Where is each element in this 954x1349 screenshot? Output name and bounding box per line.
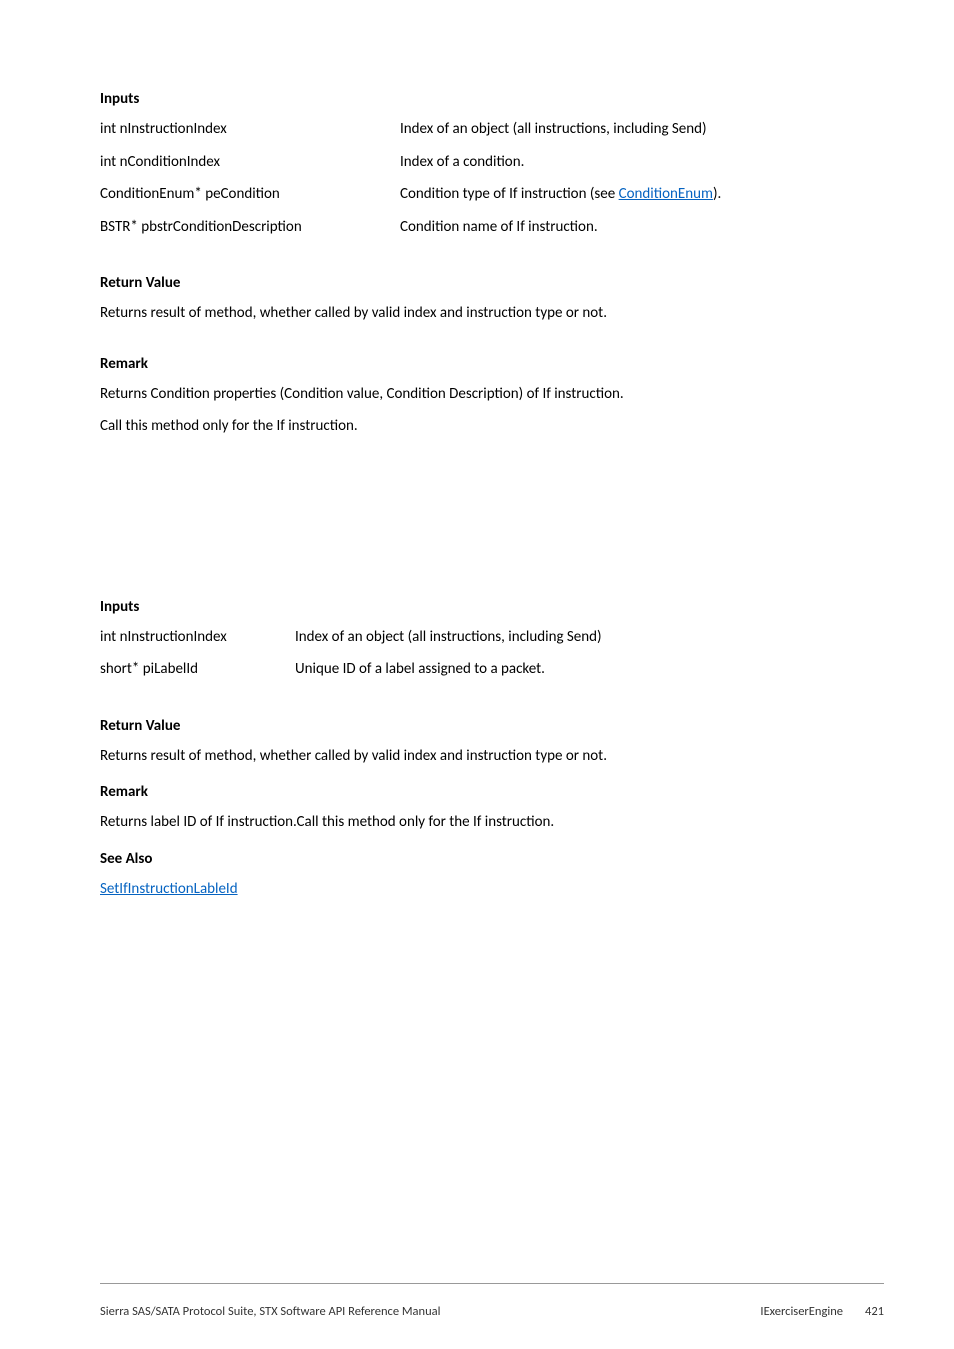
- footer-page-number: 421: [865, 1304, 884, 1319]
- footer-left-text: Sierra SAS/SATA Protocol Suite, STX Soft…: [100, 1300, 441, 1319]
- param-table-2: int nInstructionIndex Index of an object…: [100, 626, 854, 681]
- heading-inputs-2: Inputs: [100, 598, 854, 616]
- section-return-1: Return Value Returns result of method, w…: [100, 274, 854, 325]
- param-desc-text-post: ).: [713, 185, 721, 203]
- param-desc: Condition name of If instruction.: [400, 216, 854, 239]
- param-row: short* piLabelId Unique ID of a label as…: [100, 658, 854, 681]
- param-desc-text: Index of a condition.: [400, 153, 524, 171]
- section-gap: [100, 468, 854, 598]
- heading-return-2: Return Value: [100, 717, 854, 735]
- return-text-2: Returns result of method, whether called…: [100, 745, 854, 768]
- section-inputs-1: Inputs int nInstructionIndex Index of an…: [100, 90, 854, 238]
- remark-text-1a: Returns Condition properties (Condition …: [100, 383, 854, 406]
- param-desc: Condition type of If instruction (see Co…: [400, 183, 854, 206]
- param-table-1: int nInstructionIndex Index of an object…: [100, 118, 854, 238]
- param-row: BSTR* pbstrConditionDescription Conditio…: [100, 216, 854, 239]
- section-inputs-2: Inputs int nInstructionIndex Index of an…: [100, 598, 854, 901]
- heading-return-1: Return Value: [100, 274, 854, 292]
- param-desc-text: Index of an object (all instructions, in…: [400, 120, 707, 138]
- param-name: int nInstructionIndex: [100, 118, 400, 141]
- heading-remark-1: Remark: [100, 355, 854, 373]
- param-row: int nInstructionIndex Index of an object…: [100, 626, 854, 649]
- param-row: int nInstructionIndex Index of an object…: [100, 118, 854, 141]
- footer-right: IExerciserEngine 421: [760, 1292, 884, 1319]
- page-footer: Sierra SAS/SATA Protocol Suite, STX Soft…: [100, 1283, 884, 1319]
- heading-remark-2: Remark: [100, 783, 854, 801]
- condition-enum-link[interactable]: ConditionEnum: [619, 185, 713, 203]
- footer-section-label: IExerciserEngine: [760, 1304, 843, 1319]
- param-row: int nConditionIndex Index of a condition…: [100, 151, 854, 174]
- seealso-body: SetIfInstructionLableId: [100, 878, 854, 901]
- heading-inputs-1: Inputs: [100, 90, 854, 108]
- param-name: ConditionEnum* peCondition: [100, 183, 400, 206]
- seealso-link[interactable]: SetIfInstructionLableId: [100, 880, 238, 898]
- param-name: BSTR* pbstrConditionDescription: [100, 216, 400, 239]
- return-text-1: Returns result of method, whether called…: [100, 302, 854, 325]
- footer-right-line: IExerciserEngine 421: [760, 1304, 884, 1319]
- section-remark-1: Remark Returns Condition properties (Con…: [100, 355, 854, 438]
- param-row: ConditionEnum* peCondition Condition typ…: [100, 183, 854, 206]
- param-desc: Index of a condition.: [400, 151, 854, 174]
- remark-text-1b: Call this method only for the If instruc…: [100, 415, 854, 438]
- param-name: int nInstructionIndex: [100, 626, 295, 649]
- param-desc-text: Condition name of If instruction.: [400, 218, 598, 236]
- param-desc-text-pre: Condition type of If instruction (see: [400, 185, 619, 203]
- param-desc: Index of an object (all instructions, in…: [400, 118, 854, 141]
- param-desc: Index of an object (all instructions, in…: [295, 626, 854, 649]
- param-name: short* piLabelId: [100, 658, 295, 681]
- page: Inputs int nInstructionIndex Index of an…: [0, 0, 954, 1349]
- remark-text-2: Returns label ID of If instruction.Call …: [100, 811, 854, 834]
- heading-seealso: See Also: [100, 850, 854, 868]
- param-name: int nConditionIndex: [100, 151, 400, 174]
- param-desc: Unique ID of a label assigned to a packe…: [295, 658, 854, 681]
